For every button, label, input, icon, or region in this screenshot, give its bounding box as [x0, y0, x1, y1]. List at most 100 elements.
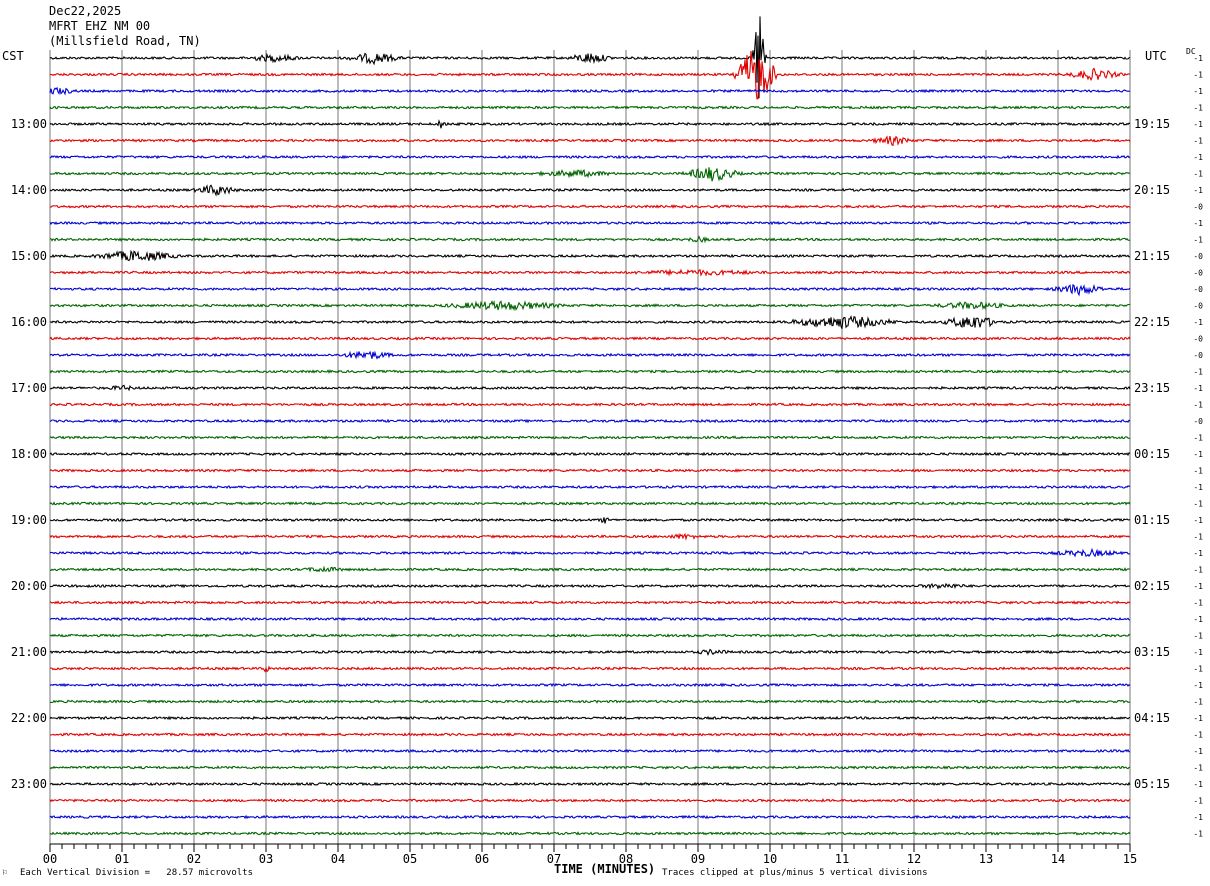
dc-offset-label: -1: [1193, 665, 1203, 674]
trace-line-38: [49, 682, 1131, 688]
cst-time-label: 20:00: [11, 579, 47, 593]
x-tick-label: 13: [979, 852, 993, 866]
utc-time-label: 19:15: [1134, 117, 1170, 131]
dc-offset-label: -0: [1193, 285, 1203, 294]
utc-time-label: 02:15: [1134, 579, 1170, 593]
dc-offset-label: -1: [1193, 813, 1203, 822]
dc-offset-label: -1: [1193, 153, 1203, 162]
trace-line-36: [49, 648, 1131, 656]
trace-line-23: [49, 435, 1131, 440]
trace-line-32: [49, 582, 1131, 590]
trace-line-44: [49, 781, 1131, 787]
trace-line-5: [49, 135, 1131, 147]
right-timezone-label: UTC: [1145, 49, 1167, 63]
dc-offset-label: -1: [1193, 236, 1203, 245]
corner-mark-icon: ⚐: [2, 868, 8, 878]
utc-time-label: 05:15: [1134, 777, 1170, 791]
dc-offset-label: -0: [1193, 351, 1203, 360]
dc-offset-label: -1: [1193, 137, 1203, 146]
x-tick-label: 04: [331, 852, 345, 866]
dc-offset-label: -1: [1193, 632, 1203, 641]
x-tick-label: 01: [115, 852, 129, 866]
trace-line-1: [49, 50, 1131, 100]
dc-offset-label: -0: [1193, 252, 1203, 261]
x-tick-label: 03: [259, 852, 273, 866]
dc-offset-label: -1: [1193, 104, 1203, 113]
dc-offset-label: -1: [1193, 599, 1203, 608]
trace-line-39: [49, 699, 1131, 704]
cst-time-label: 13:00: [11, 117, 47, 131]
x-tick-label: 11: [835, 852, 849, 866]
x-tick-label: 09: [691, 852, 705, 866]
dc-offset-label: -1: [1193, 500, 1203, 509]
trace-line-40: [49, 715, 1131, 721]
x-tick-label: 02: [187, 852, 201, 866]
dc-offset-label: -1: [1193, 120, 1203, 129]
trace-line-25: [49, 468, 1131, 473]
dc-offset-label: -1: [1193, 516, 1203, 525]
dc-offset-label: -1: [1193, 549, 1203, 558]
trace-line-41: [49, 732, 1131, 737]
scale-note: Each Vertical Division = 28.57 microvolt…: [20, 868, 253, 878]
dc-offset-label: -1: [1193, 384, 1203, 393]
utc-time-label: 04:15: [1134, 711, 1170, 725]
trace-line-22: [49, 418, 1131, 424]
cst-time-label: 21:00: [11, 645, 47, 659]
cst-time-label: 17:00: [11, 381, 47, 395]
header-location: (Millsfield Road, TN): [49, 34, 201, 48]
trace-line-43: [49, 765, 1131, 770]
dc-offset-label: -1: [1193, 54, 1203, 63]
x-tick-label: 06: [475, 852, 489, 866]
trace-line-12: [49, 249, 1131, 262]
trace-line-37: [49, 665, 1131, 673]
trace-line-47: [49, 831, 1131, 836]
cst-time-label: 16:00: [11, 315, 47, 329]
minute-gridlines: [49, 50, 1131, 844]
trace-line-11: [49, 235, 1131, 244]
dc-offset-label: -1: [1193, 467, 1203, 476]
dc-offset-label: -1: [1193, 830, 1203, 839]
cst-time-label: 15:00: [11, 249, 47, 263]
trace-line-4: [49, 119, 1131, 129]
utc-time-labels: 19:15 20:15 21:15 22:15 23:15 00:15 01:15 02:15…: [1134, 117, 1170, 791]
utc-time-label: 21:15: [1134, 249, 1170, 263]
trace-line-8: [49, 184, 1130, 197]
trace-line-24: [49, 451, 1131, 457]
trace-line-16: [49, 315, 1131, 330]
trace-line-34: [49, 616, 1131, 622]
left-timezone-label: CST: [2, 49, 24, 63]
trace-line-42: [49, 748, 1131, 754]
x-tick-label: 15: [1123, 852, 1137, 866]
clip-note: Traces clipped at plus/minus 5 vertical …: [662, 868, 928, 878]
trace-line-26: [49, 484, 1131, 490]
trace-line-3: [49, 105, 1131, 110]
dc-offset-label: -1: [1193, 219, 1203, 228]
trace-line-45: [49, 798, 1131, 803]
dc-offset-label: -1: [1193, 566, 1203, 575]
utc-time-label: 03:15: [1134, 645, 1170, 659]
dc-offset-label: -0: [1193, 417, 1203, 426]
dc-offset-label: -1: [1193, 747, 1203, 756]
x-axis-title: TIME (MINUTES): [554, 862, 656, 876]
x-axis: 00 01 02 03 04 05 06 07 08 09 10 11 12 13 14 15: [43, 843, 1137, 866]
dc-offset-label: -1: [1193, 764, 1203, 773]
trace-line-2: [49, 86, 1130, 96]
x-tick-label: 12: [907, 852, 921, 866]
utc-time-label: 20:15: [1134, 183, 1170, 197]
seismic-traces: [49, 16, 1131, 836]
dc-offset-label: -1: [1193, 582, 1203, 591]
x-tick-label: 14: [1051, 852, 1065, 866]
dc-offset-label: -1: [1193, 780, 1203, 789]
cst-time-label: 19:00: [11, 513, 47, 527]
x-tick-label: 00: [43, 852, 57, 866]
trace-line-30: [49, 547, 1130, 558]
header-date: Dec22,2025: [49, 4, 122, 18]
trace-line-29: [49, 532, 1131, 541]
x-tick-label: 08: [619, 852, 633, 866]
dc-offset-label: -0: [1193, 302, 1203, 311]
dc-offset-label: -1: [1193, 450, 1203, 459]
trace-line-13: [49, 268, 1131, 277]
dc-offset-label: -0: [1193, 203, 1203, 212]
dc-offset-label: -1: [1193, 483, 1203, 492]
